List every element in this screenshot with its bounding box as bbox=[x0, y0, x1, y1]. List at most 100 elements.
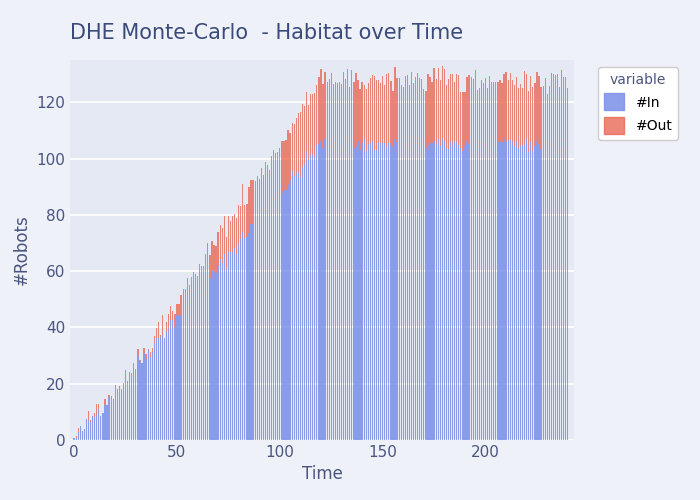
Bar bbox=[483, 82, 484, 150]
Bar bbox=[205, 254, 206, 279]
Bar bbox=[318, 144, 319, 440]
Bar bbox=[460, 148, 461, 440]
Bar bbox=[435, 144, 437, 440]
Bar bbox=[547, 148, 548, 440]
Bar bbox=[559, 153, 560, 440]
Bar bbox=[485, 143, 486, 440]
Bar bbox=[409, 148, 410, 440]
Bar bbox=[510, 140, 511, 440]
Bar bbox=[133, 362, 134, 370]
Bar bbox=[335, 147, 336, 440]
Bar bbox=[310, 94, 312, 156]
Bar bbox=[88, 420, 89, 440]
Bar bbox=[561, 144, 562, 440]
Bar bbox=[271, 156, 272, 202]
Bar bbox=[415, 141, 416, 440]
Bar bbox=[470, 150, 472, 440]
Bar bbox=[78, 428, 79, 432]
Bar bbox=[96, 415, 97, 440]
Legend: #In, #Out: #In, #Out bbox=[598, 67, 678, 140]
Bar bbox=[454, 82, 455, 142]
Bar bbox=[277, 197, 279, 440]
Bar bbox=[438, 139, 439, 440]
Bar bbox=[76, 438, 77, 440]
Bar bbox=[284, 141, 285, 190]
Bar bbox=[248, 233, 250, 440]
Bar bbox=[325, 139, 326, 440]
Bar bbox=[339, 82, 340, 146]
Bar bbox=[440, 146, 441, 440]
Bar bbox=[557, 74, 558, 142]
Bar bbox=[191, 278, 192, 301]
Bar bbox=[372, 141, 373, 440]
Bar bbox=[168, 328, 169, 440]
Bar bbox=[269, 170, 270, 212]
Bar bbox=[545, 142, 546, 440]
Bar bbox=[84, 428, 85, 440]
Bar bbox=[187, 300, 188, 440]
Bar bbox=[538, 76, 540, 144]
Bar bbox=[246, 236, 248, 440]
Bar bbox=[330, 73, 332, 139]
Bar bbox=[520, 84, 521, 146]
Bar bbox=[341, 151, 342, 440]
Bar bbox=[462, 92, 463, 151]
Bar bbox=[80, 426, 81, 440]
Bar bbox=[468, 144, 470, 440]
Bar bbox=[148, 350, 149, 440]
Bar bbox=[201, 266, 202, 292]
Bar bbox=[557, 142, 558, 440]
Bar bbox=[335, 82, 336, 147]
Bar bbox=[222, 228, 223, 263]
Bar bbox=[549, 86, 550, 144]
Bar bbox=[421, 148, 422, 440]
Bar bbox=[156, 328, 157, 338]
Bar bbox=[298, 172, 299, 440]
Bar bbox=[332, 84, 334, 148]
Bar bbox=[489, 140, 490, 440]
Bar bbox=[530, 142, 531, 440]
Bar bbox=[328, 142, 330, 440]
Bar bbox=[565, 77, 566, 141]
Bar bbox=[532, 152, 533, 440]
Bar bbox=[308, 104, 309, 160]
Bar bbox=[374, 150, 375, 440]
Bar bbox=[236, 254, 237, 440]
Bar bbox=[267, 210, 268, 440]
Bar bbox=[178, 316, 180, 440]
Bar bbox=[232, 252, 233, 440]
Bar bbox=[199, 290, 200, 440]
Bar bbox=[536, 72, 538, 140]
Bar bbox=[386, 148, 387, 440]
Bar bbox=[450, 74, 452, 142]
Bar bbox=[421, 80, 422, 148]
Bar bbox=[528, 91, 529, 152]
Bar bbox=[419, 78, 420, 146]
Bar bbox=[347, 142, 349, 440]
Bar bbox=[402, 148, 404, 440]
Bar bbox=[413, 84, 414, 142]
Bar bbox=[156, 338, 157, 440]
Bar bbox=[427, 74, 428, 145]
Bar bbox=[139, 361, 141, 440]
Bar bbox=[308, 160, 309, 440]
Bar bbox=[431, 82, 433, 144]
Bar bbox=[279, 148, 281, 200]
Bar bbox=[314, 157, 316, 440]
Bar bbox=[86, 418, 87, 440]
Bar bbox=[234, 214, 235, 248]
Bar bbox=[361, 144, 363, 440]
Bar bbox=[225, 237, 227, 269]
Bar bbox=[452, 74, 453, 146]
Bar bbox=[503, 74, 505, 139]
Bar bbox=[166, 322, 167, 332]
Bar bbox=[216, 246, 217, 273]
Bar bbox=[497, 82, 498, 142]
Bar bbox=[530, 76, 531, 142]
Bar bbox=[337, 83, 338, 144]
Bar bbox=[281, 193, 283, 440]
Bar bbox=[199, 264, 200, 290]
Bar bbox=[292, 171, 293, 440]
Bar bbox=[538, 144, 540, 440]
Bar bbox=[129, 372, 130, 440]
